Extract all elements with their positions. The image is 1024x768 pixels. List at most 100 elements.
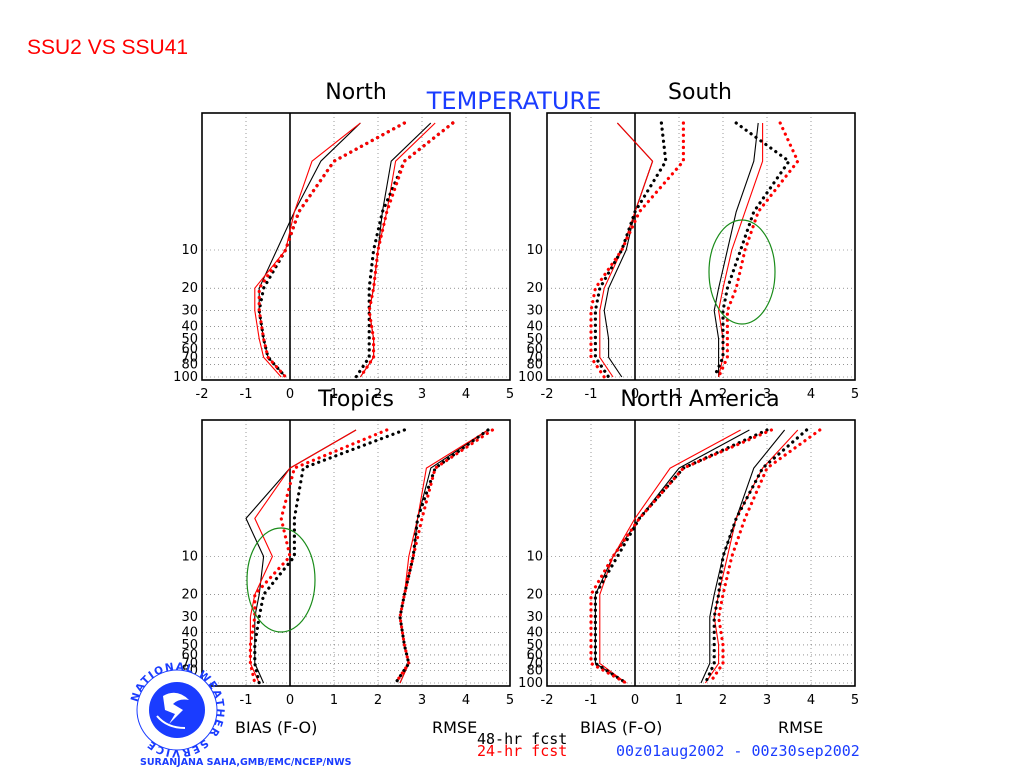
y-tick-label: 20: [526, 281, 543, 296]
series-rmse-48hr-dotted: [703, 428, 809, 685]
y-tick-label: 20: [181, 281, 198, 296]
series-bias-48hr-solid: [594, 429, 750, 684]
x-tick-label: 3: [763, 387, 771, 402]
series-rmse-48hr-dotted: [712, 121, 791, 379]
x-tick-label: 0: [631, 387, 639, 402]
highlight-ellipse: [246, 527, 316, 633]
y-tick-label: 100: [518, 370, 543, 385]
slide-title: SSU2 VS SSU41: [27, 36, 189, 59]
panel-title: South: [668, 80, 732, 105]
y-tick-label: 50: [526, 332, 543, 347]
y-tick-label: 40: [526, 626, 543, 641]
x-tick-label: 5: [506, 387, 514, 402]
y-tick-label: 20: [526, 588, 543, 603]
y-tick-label: 80: [181, 358, 198, 373]
series-rmse-24hr-dotted: [394, 428, 494, 685]
x-tick-label: 1: [330, 387, 338, 402]
y-tick-label: 10: [181, 243, 198, 258]
x-tick-label: 3: [418, 387, 426, 402]
x-tick-label: 0: [631, 693, 639, 708]
series-rmse-48hr-solid: [713, 122, 759, 377]
series-bias-48hr-dotted: [257, 121, 406, 379]
x-tick-label: -1: [585, 387, 598, 402]
series-bias-48hr-dotted: [593, 428, 769, 685]
y-tick-label: 10: [181, 550, 198, 565]
plot-frame: [201, 112, 511, 381]
y-tick-label: 80: [526, 664, 543, 679]
series-rmse-48hr-solid: [700, 429, 786, 684]
plot-frame: [201, 419, 511, 687]
nws-logo: NATIONAL WEATHER SERVICE: [129, 661, 225, 759]
panel-title: Tropics: [317, 387, 394, 412]
panel-title: North: [325, 80, 387, 105]
y-tick-label: 70: [181, 656, 198, 671]
series-rmse-24hr-solid: [718, 123, 764, 378]
x-tick-label: -2: [541, 387, 554, 402]
y-tick-label: 30: [526, 610, 543, 625]
series-rmse-24hr-dotted: [358, 121, 455, 379]
x-tick-label: -2: [196, 387, 209, 402]
y-tick-label: 40: [526, 319, 543, 334]
credit-text: SURANJANA SAHA,GMB/EMC/NCEP/NWS: [140, 757, 352, 768]
series-rmse-24hr-solid: [359, 122, 436, 378]
series-bias-48hr-dotted: [253, 428, 406, 685]
y-tick-label: 20: [181, 588, 198, 603]
x-tick-label: 3: [418, 693, 426, 708]
series-rmse-48hr-dotted: [394, 428, 490, 685]
series-bias-24hr-solid: [254, 122, 361, 378]
panel-title: North America: [620, 387, 779, 412]
x-tick-label: 1: [675, 387, 683, 402]
y-tick-label: 40: [181, 319, 198, 334]
y-tick-label: 30: [181, 304, 198, 319]
x-tick-label: 2: [719, 693, 727, 708]
x-tick-label: -2: [541, 693, 554, 708]
y-tick-label: 60: [181, 342, 198, 357]
series-rmse-24hr-dotted: [708, 428, 822, 685]
y-tick-label: 30: [526, 304, 543, 319]
series-bias-24hr-dotted: [589, 428, 774, 685]
y-tick-label: 60: [526, 342, 543, 357]
x-tick-label: 4: [462, 693, 470, 708]
y-tick-label: 50: [181, 332, 198, 347]
x-tick-label: 4: [807, 387, 815, 402]
y-tick-label: 50: [526, 638, 543, 653]
x-tick-label: 2: [374, 387, 382, 402]
x-tick-label: -1: [585, 693, 598, 708]
x-tick-label: 5: [506, 693, 514, 708]
y-tick-label: 70: [526, 350, 543, 365]
y-tick-label: 100: [518, 676, 543, 691]
y-tick-label: 10: [526, 243, 543, 258]
series-bias-24hr-dotted: [248, 428, 389, 685]
series-bias-48hr-dotted: [593, 121, 668, 379]
x-tick-label: -1: [240, 693, 253, 708]
y-tick-label: 60: [181, 648, 198, 663]
highlight-ellipse: [708, 219, 776, 325]
x-tick-label: 2: [719, 387, 727, 402]
x-tick-label: 1: [330, 693, 338, 708]
x-tick-label: 0: [286, 387, 294, 402]
series-bias-24hr-dotted: [589, 121, 686, 379]
bias-axis-label-left: BIAS (F-O): [235, 718, 317, 737]
plot-frame: [546, 419, 856, 687]
x-tick-label: 3: [763, 693, 771, 708]
x-tick-label: 1: [675, 693, 683, 708]
figure-title: TEMPERATURE: [426, 87, 602, 115]
x-tick-label: 0: [286, 693, 294, 708]
x-tick-label: -1: [240, 387, 253, 402]
y-tick-label: 80: [526, 358, 543, 373]
y-tick-label: 30: [181, 610, 198, 625]
x-tick-label: 4: [807, 693, 815, 708]
legend-24hr: 24-hr fcst: [477, 742, 567, 760]
series-rmse-24hr-dotted: [716, 121, 800, 379]
x-tick-label: 5: [851, 387, 859, 402]
x-tick-label: 4: [462, 387, 470, 402]
y-tick-label: 70: [526, 656, 543, 671]
series-bias-24hr-dotted: [257, 121, 406, 379]
x-tick-label: 5: [851, 693, 859, 708]
